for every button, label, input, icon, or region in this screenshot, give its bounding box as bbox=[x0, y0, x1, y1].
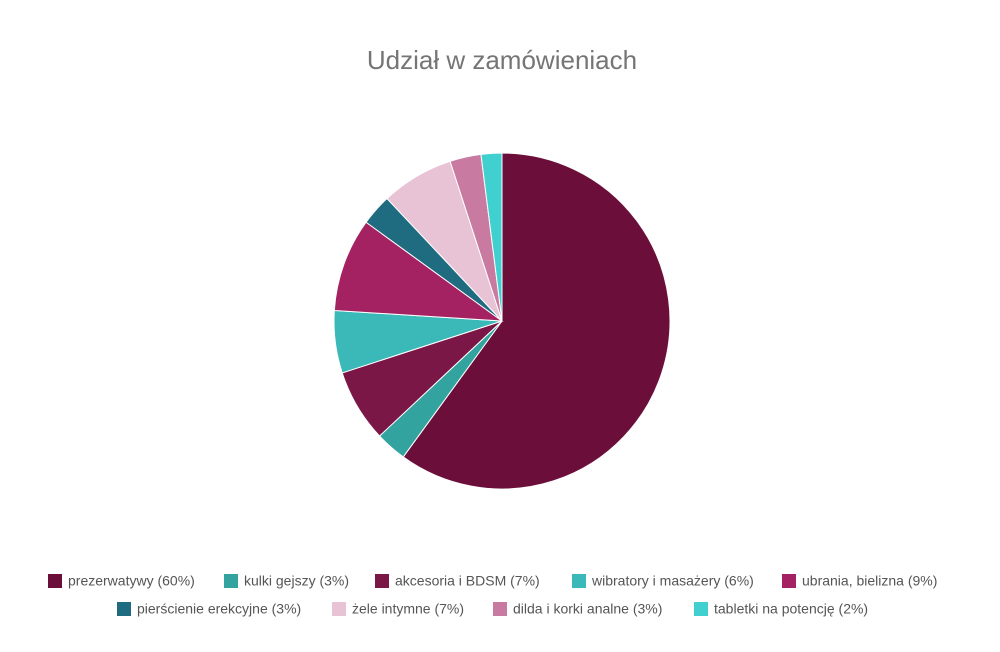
legend-label: pierścienie erekcyjne (3%) bbox=[137, 601, 301, 617]
legend-label: wibratory i masażery (6%) bbox=[591, 573, 754, 589]
legend-swatch bbox=[782, 574, 796, 588]
legend-label: kulki gejszy (3%) bbox=[244, 573, 349, 589]
legend-swatch bbox=[332, 602, 346, 616]
pie-slice bbox=[333, 221, 504, 322]
legend-swatch bbox=[48, 574, 62, 588]
legend-label: żele intymne (7%) bbox=[352, 601, 464, 617]
legend-label: ubrania, bielizna (9%) bbox=[802, 573, 937, 589]
legend-swatch bbox=[694, 602, 708, 616]
legend-label: dilda i korki analne (3%) bbox=[513, 601, 662, 617]
legend-swatch bbox=[572, 574, 586, 588]
legend-swatch bbox=[375, 574, 389, 588]
chart-title: Udział w zamówieniach bbox=[367, 45, 637, 75]
legend-label: prezerwatywy (60%) bbox=[68, 573, 195, 589]
legend-label: akcesoria i BDSM (7%) bbox=[395, 573, 540, 589]
pie-slice bbox=[480, 152, 503, 322]
legend-swatch bbox=[117, 602, 131, 616]
legend-swatch bbox=[493, 602, 507, 616]
pie-slice bbox=[402, 152, 671, 490]
legend-label: tabletki na potencję (2%) bbox=[714, 601, 868, 617]
legend-swatch bbox=[224, 574, 238, 588]
